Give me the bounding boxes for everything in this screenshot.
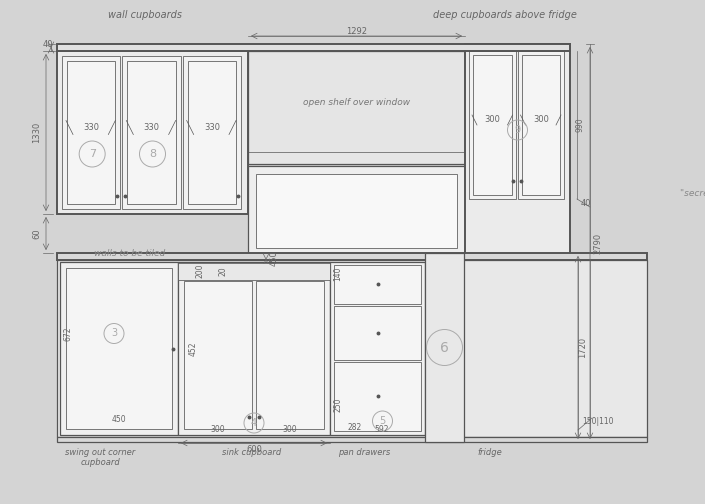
- Text: deep cupboards above fridge: deep cupboards above fridge: [433, 10, 577, 20]
- Text: sink cupboard: sink cupboard: [222, 448, 281, 457]
- Text: 300: 300: [533, 115, 548, 124]
- Text: 452: 452: [188, 341, 197, 356]
- Bar: [248, 166, 465, 256]
- Text: 330: 330: [83, 123, 99, 132]
- Text: 4: 4: [251, 418, 257, 428]
- Bar: [128, 61, 176, 204]
- Bar: [425, 253, 464, 442]
- Bar: [469, 51, 515, 199]
- Text: open shelf over window: open shelf over window: [303, 98, 410, 107]
- Text: 450: 450: [111, 415, 126, 424]
- Text: 1292: 1292: [346, 27, 367, 35]
- Bar: [248, 51, 465, 164]
- Bar: [256, 281, 324, 429]
- Bar: [334, 306, 421, 360]
- Text: 592: 592: [375, 424, 389, 433]
- Bar: [256, 174, 457, 248]
- Bar: [517, 51, 564, 199]
- Bar: [57, 260, 647, 437]
- Text: 40: 40: [581, 200, 591, 209]
- Bar: [334, 265, 421, 304]
- Text: 990: 990: [575, 118, 584, 133]
- Bar: [330, 262, 425, 435]
- Text: 450: 450: [269, 250, 278, 266]
- Text: 150|110: 150|110: [582, 417, 613, 426]
- Text: 9: 9: [515, 125, 520, 135]
- Bar: [57, 253, 647, 260]
- Text: wall cupboards: wall cupboards: [108, 10, 182, 20]
- Text: 7: 7: [89, 149, 96, 159]
- Bar: [178, 262, 330, 435]
- Text: 672: 672: [63, 326, 73, 341]
- Bar: [123, 56, 180, 209]
- Bar: [57, 51, 248, 214]
- Bar: [465, 44, 570, 442]
- Text: 330: 330: [204, 123, 220, 132]
- Text: walls to be tiled: walls to be tiled: [94, 248, 166, 258]
- Bar: [184, 281, 252, 429]
- Bar: [66, 268, 172, 429]
- Bar: [178, 263, 330, 280]
- Text: 250: 250: [333, 398, 343, 412]
- Bar: [60, 262, 178, 435]
- Text: 330: 330: [144, 123, 159, 132]
- Text: 600: 600: [246, 445, 262, 454]
- Text: 300: 300: [211, 425, 226, 434]
- Text: pan drawers: pan drawers: [338, 448, 390, 457]
- Text: 6: 6: [440, 341, 449, 354]
- Bar: [57, 44, 570, 51]
- Bar: [183, 56, 241, 209]
- Text: 20: 20: [219, 266, 228, 276]
- Text: 5: 5: [379, 416, 386, 426]
- Text: 300: 300: [283, 425, 298, 434]
- Text: 140: 140: [333, 267, 343, 281]
- Text: swing out corner
cupboard: swing out corner cupboard: [65, 448, 135, 467]
- Text: 40: 40: [42, 40, 53, 49]
- Text: 200: 200: [195, 264, 204, 278]
- Bar: [334, 362, 421, 431]
- Text: 1720: 1720: [579, 337, 587, 358]
- Text: "secret" door to ladder: "secret" door to ladder: [680, 190, 705, 199]
- Text: 60: 60: [32, 228, 42, 239]
- Bar: [522, 55, 560, 195]
- Text: 282: 282: [348, 422, 362, 431]
- Bar: [188, 61, 236, 204]
- Bar: [473, 55, 512, 195]
- Bar: [67, 61, 116, 204]
- Text: 3: 3: [111, 329, 117, 339]
- Text: 1330: 1330: [32, 122, 42, 143]
- Bar: [57, 437, 647, 442]
- Text: 8: 8: [149, 149, 156, 159]
- Text: 300: 300: [484, 115, 500, 124]
- Text: 2790: 2790: [594, 232, 603, 254]
- Bar: [62, 56, 121, 209]
- Text: fridge: fridge: [477, 448, 503, 457]
